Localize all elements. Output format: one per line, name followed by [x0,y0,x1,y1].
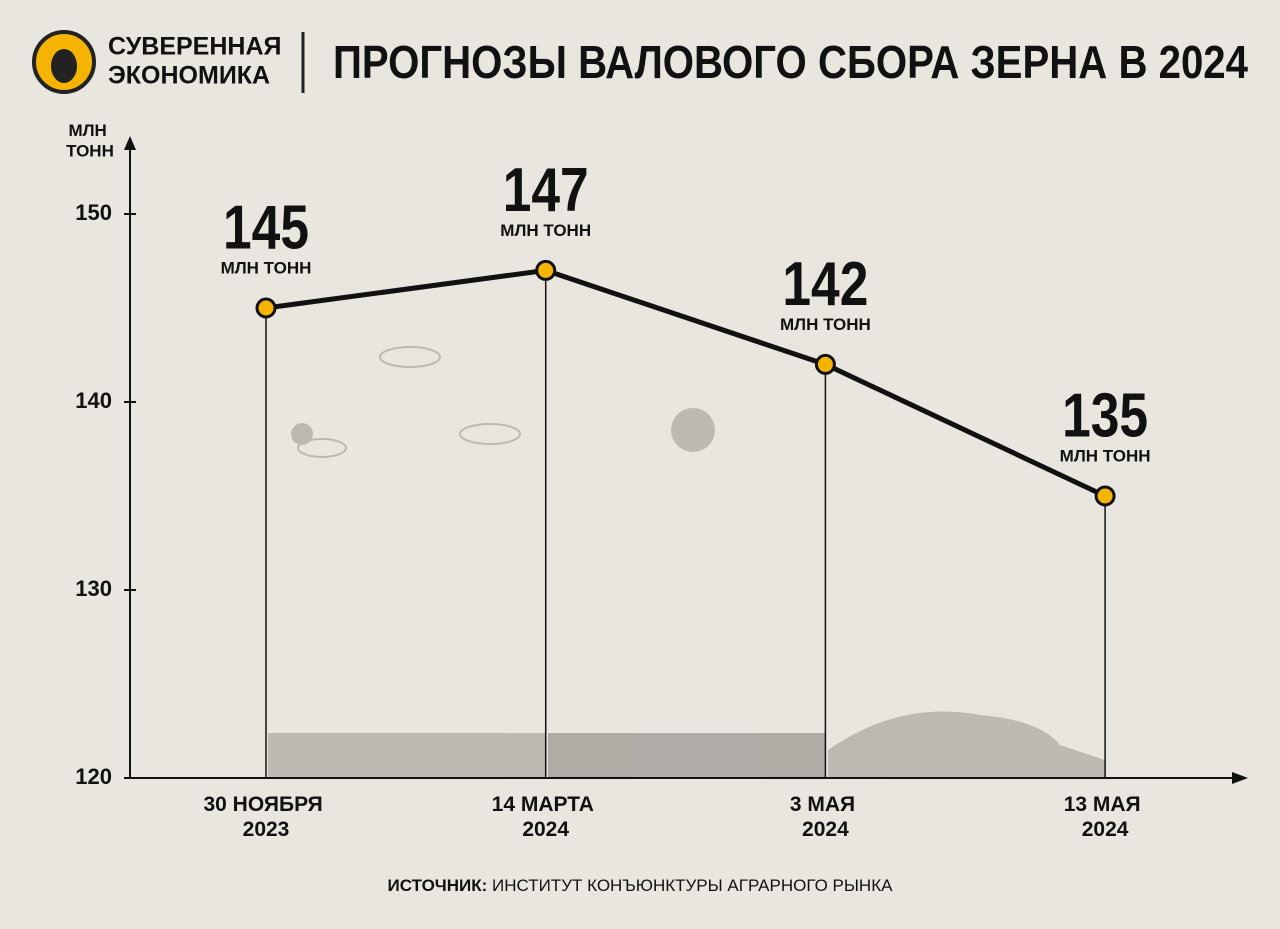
sun-small [291,423,313,445]
value-unit: МЛН ТОНН [1060,446,1151,465]
point [814,353,836,375]
ground [268,733,546,778]
y-axis-label: МЛН ТОНН [66,121,114,160]
brand-line: СУВЕРЕННАЯ [108,33,282,61]
x-tick-label: 14 МАРТА 2024 [492,793,600,841]
flood [828,711,1105,778]
chart-title: ПРОГНОЗЫ ВАЛОВОГО СБОРА ЗЕРНА В 2024 [333,36,1248,88]
value-label: 142 [782,250,868,319]
point [255,297,277,319]
value-label: 147 [503,156,589,225]
value-unit: МЛН ТОНН [500,221,591,240]
value-unit: МЛН ТОНН [221,258,312,277]
x-tick-label: 13 МАЯ 2024 [1064,793,1147,841]
sun [671,408,715,452]
cloud [297,438,347,458]
value-label: 135 [1062,381,1148,450]
x-tick-label: 3 МАЯ 2024 [790,793,861,841]
x-axis-arrow [1232,772,1248,784]
line [265,267,1107,499]
point [535,259,557,281]
cloud [379,346,441,368]
x-tick-label: 30 НОЯБРЯ 2023 [203,793,328,841]
logo-bear [51,49,77,83]
source: ИСТОЧНИК: ИНСТИТУТ КОНЪЮНКТУРЫ АГРАРНОГО… [388,876,894,895]
cloud [459,423,521,445]
y-axis-arrow [124,136,136,150]
point [1094,485,1116,507]
source-label: ИСТОЧНИК: [388,876,492,895]
y-tick-label: 120 [75,764,112,789]
value-label: 145 [223,193,309,262]
y-tick-label: 130 [75,576,112,601]
brand-line: ЭКОНОМИКА [108,62,270,90]
decoration [268,346,1105,778]
y-tick-label: 150 [75,200,112,225]
value-unit: МЛН ТОНН [780,315,871,334]
source-text: ИНСТИТУТ КОНЪЮНКТУРЫ АГРАРНОГО РЫНКА [492,876,893,895]
y-tick-label: 140 [75,388,112,413]
cracked-ground [548,733,826,778]
